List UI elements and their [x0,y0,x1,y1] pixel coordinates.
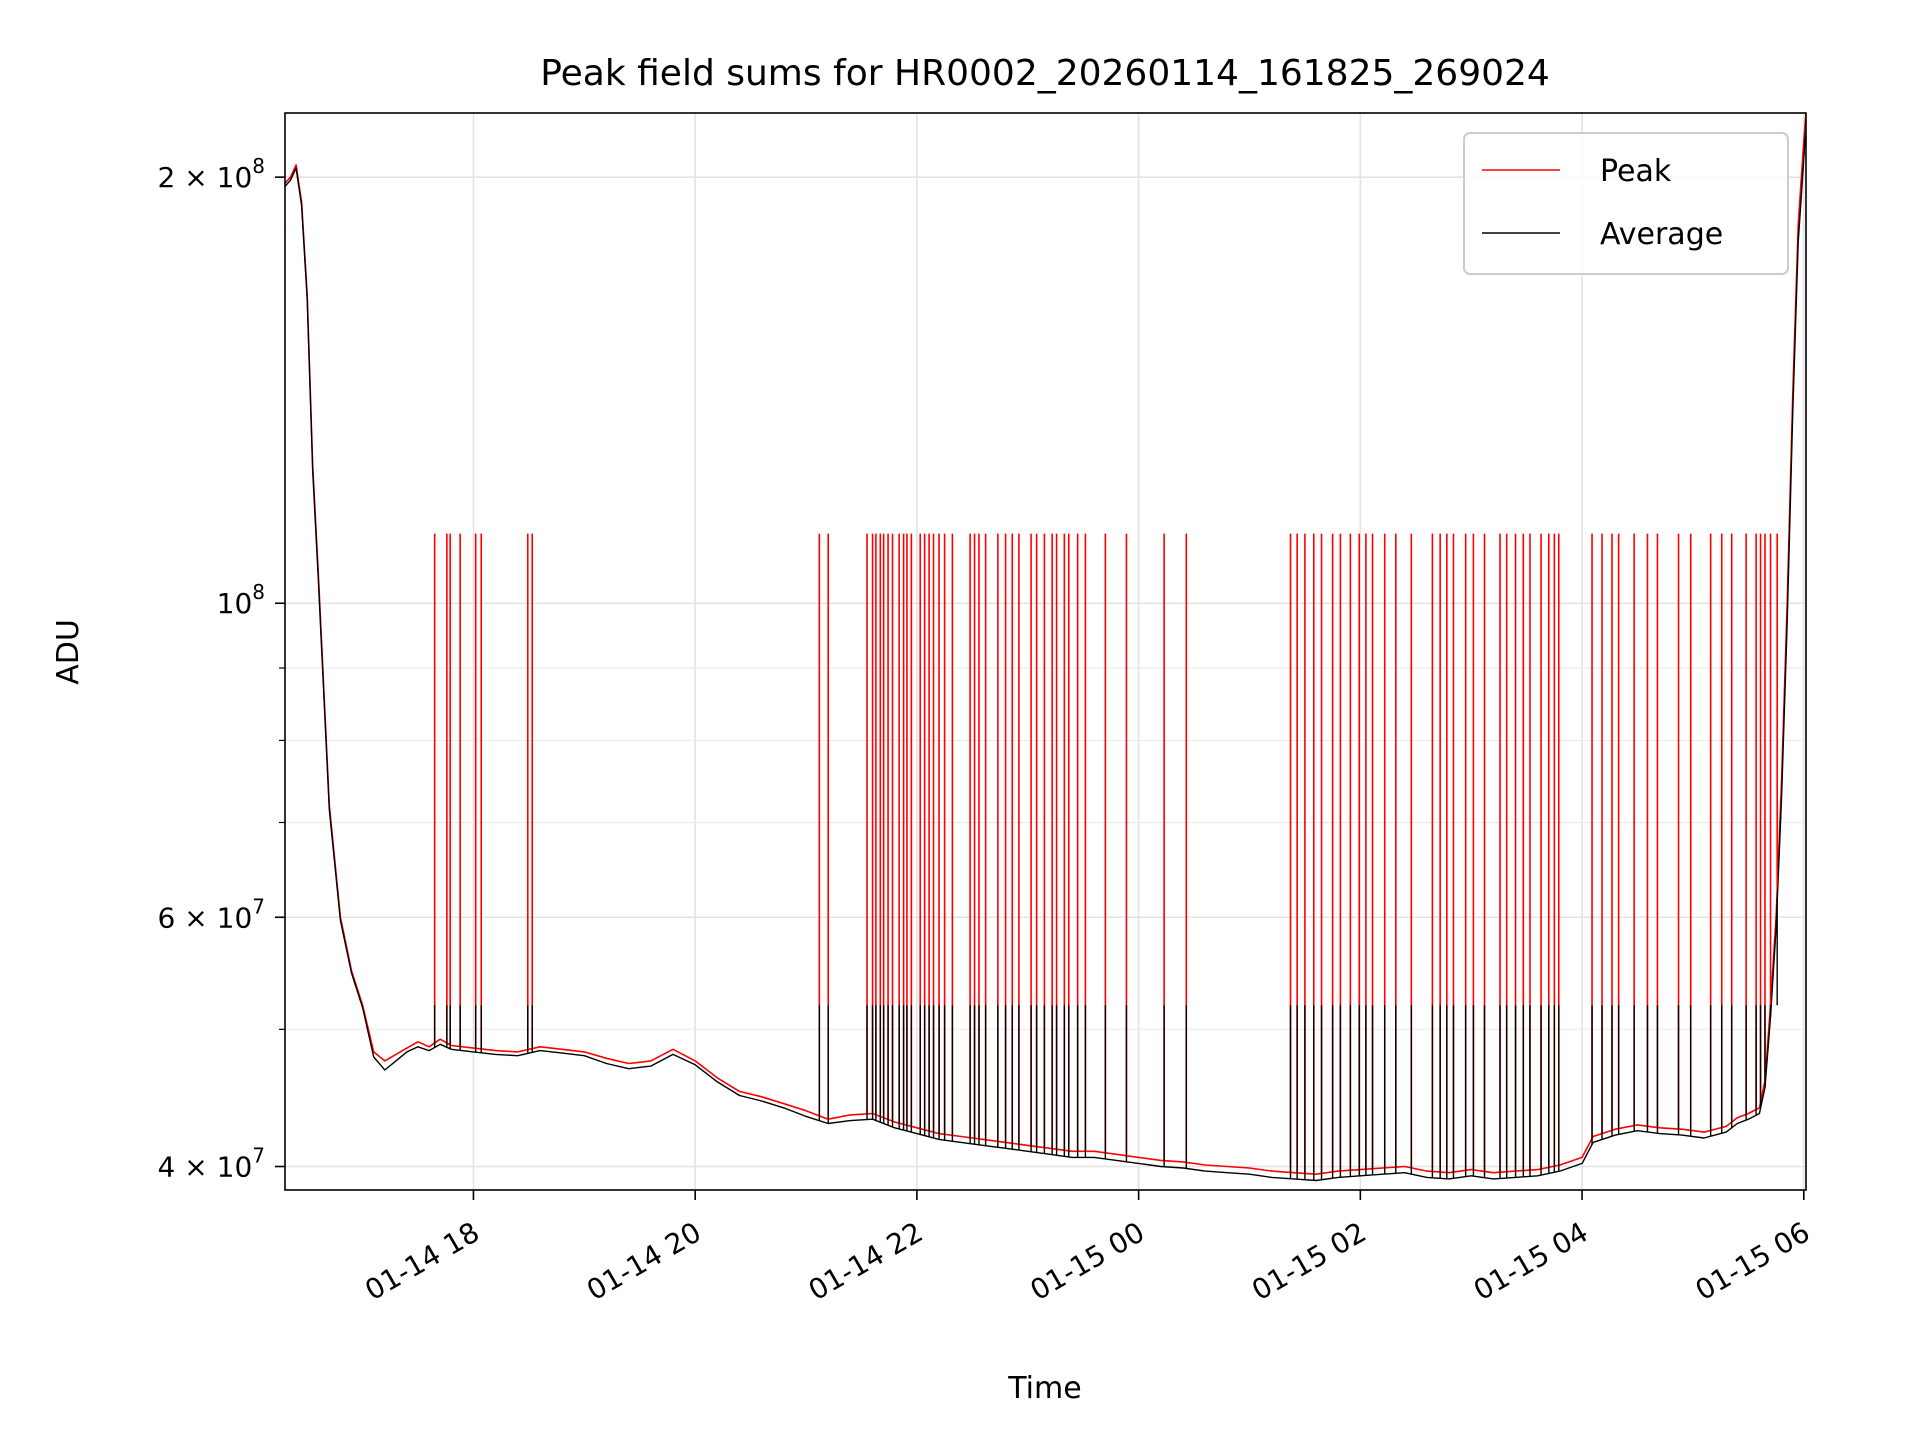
legend-average-label: Average [1600,217,1723,252]
legend-peak-label: Peak [1600,154,1672,189]
y-axis-label: ADU [51,619,86,685]
average-series-line [285,124,1806,1182]
peak-series-line [285,113,1806,1175]
y-tick-label: 4 × 107 [158,1144,265,1184]
y-tick-label: 108 [217,580,265,620]
plot-frame [284,112,1807,1191]
x-axis-label: Time [1007,1371,1081,1406]
legend-box [1463,132,1789,275]
legend: Peak Average [1463,132,1789,275]
y-tick-label: 2 × 108 [158,154,265,194]
series-lines [285,113,1806,1182]
y-tick-label: 6 × 107 [158,894,265,934]
chart-title: Peak field sums for HR0002_20260114_1618… [540,53,1550,94]
